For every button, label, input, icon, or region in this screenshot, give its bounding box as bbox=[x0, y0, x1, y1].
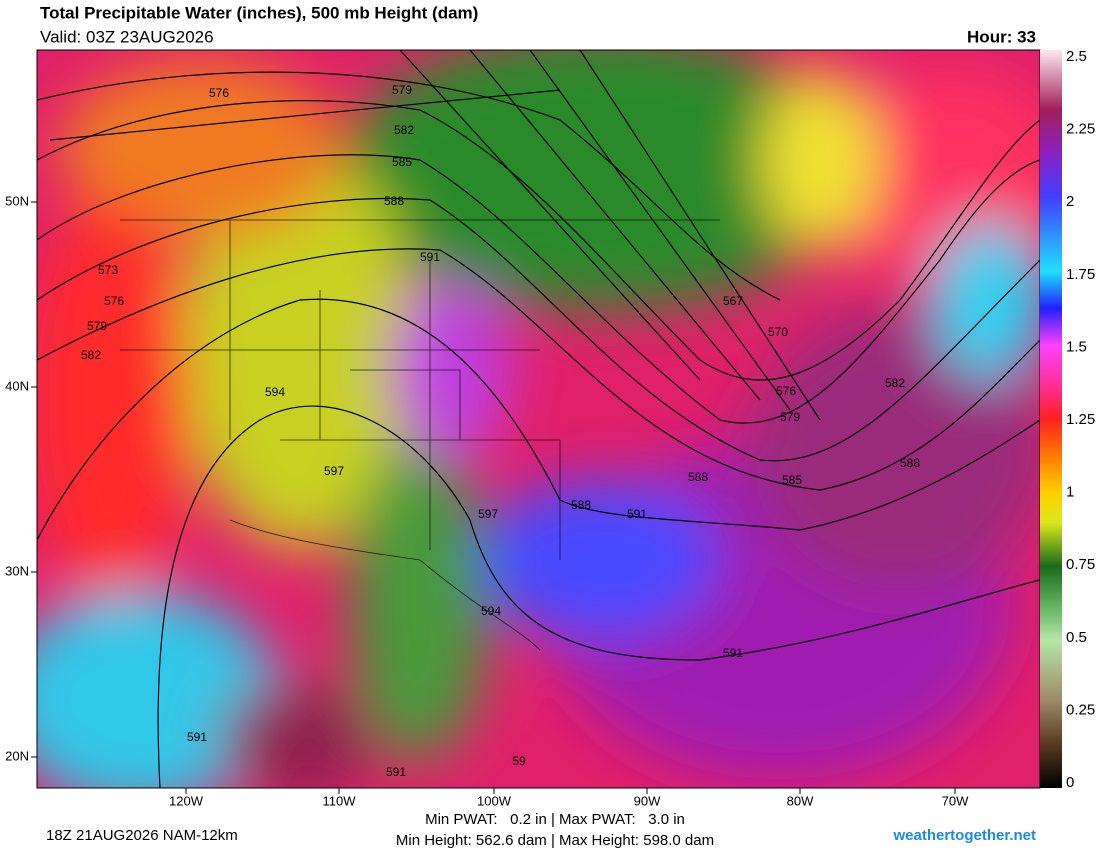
contour-label: 582 bbox=[885, 376, 905, 390]
contour-label: 594 bbox=[481, 604, 501, 618]
colorbar-tick-label: 0 bbox=[1066, 774, 1074, 791]
contour-label: 579 bbox=[780, 410, 800, 424]
colorbar-tick-label: 2.25 bbox=[1066, 121, 1095, 138]
colorbar-tick-label: 1.75 bbox=[1066, 266, 1095, 283]
contour-label: 591 bbox=[723, 646, 743, 660]
contour-label: 597 bbox=[324, 464, 344, 478]
contour-label: 576 bbox=[104, 294, 124, 308]
lon-label: 70W bbox=[942, 793, 969, 808]
colorbar-tick-label: 1.5 bbox=[1066, 338, 1087, 355]
contour-label: 597 bbox=[478, 507, 498, 521]
colorbar-tick-label: 0.25 bbox=[1066, 701, 1095, 718]
contour-label: 579 bbox=[87, 319, 107, 333]
lon-label: 120W bbox=[169, 793, 204, 808]
contour-label: 567 bbox=[723, 294, 743, 308]
contour-label: 588 bbox=[571, 498, 591, 512]
colorbar bbox=[1040, 50, 1062, 788]
colorbar-tick-label: 0.75 bbox=[1066, 556, 1095, 573]
contour-label: 588 bbox=[384, 194, 404, 208]
pwat-stats: Min PWAT: 0.2 in | Max PWAT: 3.0 in bbox=[425, 811, 685, 828]
colorbar-tick-label: 1 bbox=[1066, 484, 1074, 501]
colorbar-tick-label: 1.25 bbox=[1066, 411, 1095, 428]
contour-label: 576 bbox=[209, 86, 229, 100]
contour-label: 588 bbox=[688, 470, 708, 484]
lat-label: 20N bbox=[5, 748, 29, 763]
contour-label: 591 bbox=[386, 765, 406, 779]
colorbar-tick-label: 0.5 bbox=[1066, 629, 1087, 646]
pwat-field bbox=[37, 50, 1040, 788]
contour-label: 594 bbox=[265, 385, 285, 399]
contour-label: 591 bbox=[187, 730, 207, 744]
forecast-hour: Hour: 33 bbox=[967, 27, 1036, 46]
contour-label: 591 bbox=[420, 250, 440, 264]
contour-label: 591 bbox=[627, 507, 647, 521]
borders bbox=[120, 219, 720, 651]
title: Total Precipitable Water (inches), 500 m… bbox=[40, 3, 478, 22]
valid-time: Valid: 03Z 23AUG2026 bbox=[40, 27, 214, 46]
lon-label: 110W bbox=[323, 793, 357, 808]
lat-label: 50N bbox=[5, 193, 29, 208]
contour-label: 573 bbox=[98, 263, 118, 277]
colorbar-tick-label: 2 bbox=[1066, 193, 1074, 210]
lat-label: 30N bbox=[5, 563, 29, 578]
lon-label: 90W bbox=[634, 793, 661, 808]
contour-label: 582 bbox=[81, 348, 101, 362]
contour-label: 579 bbox=[392, 83, 412, 97]
height-contours bbox=[37, 50, 1040, 788]
contour-label: 582 bbox=[394, 123, 414, 137]
contour-label: 585 bbox=[392, 155, 412, 169]
contour-label: 585 bbox=[782, 473, 802, 487]
lat-label: 40N bbox=[5, 378, 29, 393]
brand: weathertogether.net bbox=[892, 827, 1036, 844]
lon-label: 100W bbox=[477, 793, 512, 808]
contour-label: 588 bbox=[900, 456, 920, 470]
map-area bbox=[37, 50, 1040, 788]
contour-label: 570 bbox=[768, 325, 788, 339]
colorbar-tick-label: 2.5 bbox=[1066, 48, 1087, 65]
height-stats: Min Height: 562.6 dam | Max Height: 598.… bbox=[396, 832, 714, 849]
lon-label: 80W bbox=[787, 793, 814, 808]
contour-label: 59 bbox=[512, 754, 526, 768]
contour-label: 576 bbox=[776, 384, 796, 398]
model-run: 18Z 21AUG2026 NAM-12km bbox=[46, 827, 238, 844]
